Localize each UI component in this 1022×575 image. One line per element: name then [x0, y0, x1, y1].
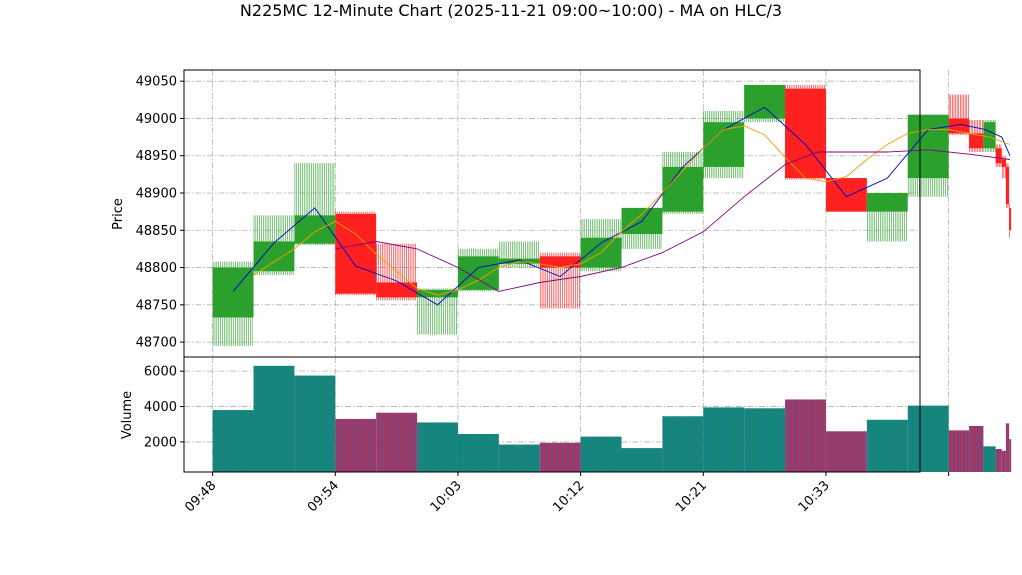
candle-body — [825, 178, 867, 212]
volume-axes-frame — [183, 356, 921, 473]
volume-series — [212, 365, 1012, 472]
candle — [335, 211, 377, 296]
candle-body — [983, 122, 996, 149]
candle-body — [1001, 159, 1006, 167]
moving-average-ma_long — [335, 149, 1011, 292]
volume-bar — [1009, 439, 1012, 472]
candle-body — [1009, 207, 1012, 231]
candle — [995, 144, 1002, 167]
candle — [983, 119, 996, 152]
volume-bar — [1005, 423, 1010, 472]
price-y-tick-label: 48950 — [136, 149, 177, 164]
candle-body — [335, 213, 377, 294]
candle-body — [417, 289, 458, 298]
volume-bar — [744, 408, 786, 472]
volume-bar — [969, 426, 984, 472]
price-y-label: Price — [111, 198, 126, 230]
candle — [948, 94, 970, 135]
price-y-tick-label: 49000 — [136, 112, 177, 127]
candle — [1001, 155, 1006, 179]
price-series — [212, 84, 1012, 346]
volume-bar-body — [1005, 423, 1010, 472]
volume-bar — [983, 446, 996, 472]
volume-bar-body — [995, 449, 1002, 472]
volume-bar-body — [983, 446, 996, 472]
candle-body — [376, 282, 418, 298]
chart-title: N225MC 12-Minute Chart (2025-11-21 09:00… — [240, 1, 782, 20]
volume-bar-body — [1001, 450, 1006, 472]
volume-bar — [948, 430, 970, 472]
candle — [785, 84, 826, 180]
candle — [621, 207, 663, 249]
volume-y-ticks: 2000 4000 6000 — [144, 365, 184, 450]
candle-body — [995, 148, 1002, 164]
candle — [825, 178, 867, 212]
moving-average-ma_short — [232, 106, 1011, 306]
volume-bar — [995, 449, 1002, 472]
volume-bar — [785, 399, 826, 472]
volume-bar-body — [948, 430, 970, 472]
volume-bar — [294, 375, 336, 472]
candle-body — [948, 118, 970, 134]
candle — [539, 252, 581, 309]
volume-y-tick-label: 2000 — [144, 435, 177, 450]
volume-panel: 2000 4000 6000 Volume — [120, 356, 1012, 473]
volume-bar — [212, 410, 254, 472]
volume-bar — [703, 407, 745, 472]
candle-body — [703, 122, 745, 167]
volume-bar — [621, 448, 663, 472]
volume-bar — [539, 442, 581, 472]
volume-bar — [417, 422, 458, 472]
price-y-tick-label: 49050 — [136, 75, 177, 90]
volume-bar — [907, 405, 949, 472]
candle-body — [662, 166, 704, 212]
candle-body — [457, 256, 499, 290]
candle — [1005, 163, 1010, 208]
price-y-tick-label: 48900 — [136, 187, 177, 202]
moving-average-lines — [232, 106, 1011, 306]
volume-bar — [580, 436, 622, 472]
candle — [253, 215, 295, 275]
price-y-tick-label: 48700 — [136, 336, 177, 351]
volume-bar — [498, 444, 540, 472]
candle-body — [866, 193, 908, 212]
volume-y-tick-label: 4000 — [144, 400, 177, 415]
moving-average-ma_mid — [253, 125, 1011, 296]
candle-body — [969, 133, 984, 149]
price-y-tick-label: 48750 — [136, 298, 177, 313]
volume-bar — [253, 365, 295, 472]
price-panel: 48700 48750 48800 48850 48900 48950 49000 49050… — [111, 69, 1012, 358]
candle-body — [253, 241, 295, 272]
volume-y-tick-label: 6000 — [144, 365, 177, 380]
volume-y-label: Volume — [120, 391, 135, 439]
candle — [1009, 204, 1012, 238]
candle-body — [785, 88, 826, 179]
candle — [866, 193, 908, 242]
volume-bar — [335, 418, 377, 472]
volume-bar — [457, 433, 499, 472]
volume-bar — [825, 431, 867, 472]
price-y-tick-label: 48850 — [136, 224, 177, 239]
price-y-ticks: 48700 48750 48800 48850 48900 48950 49000 49050 — [136, 75, 184, 351]
volume-bar — [662, 416, 704, 472]
candle-body — [539, 256, 581, 268]
price-y-tick-label: 48800 — [136, 261, 177, 276]
candle-body — [744, 84, 786, 119]
volume-bar — [1001, 450, 1006, 472]
volume-bar — [376, 412, 418, 472]
candle — [744, 84, 786, 123]
candle — [376, 243, 418, 301]
candle-body — [1005, 166, 1010, 205]
volume-bar — [866, 419, 908, 472]
